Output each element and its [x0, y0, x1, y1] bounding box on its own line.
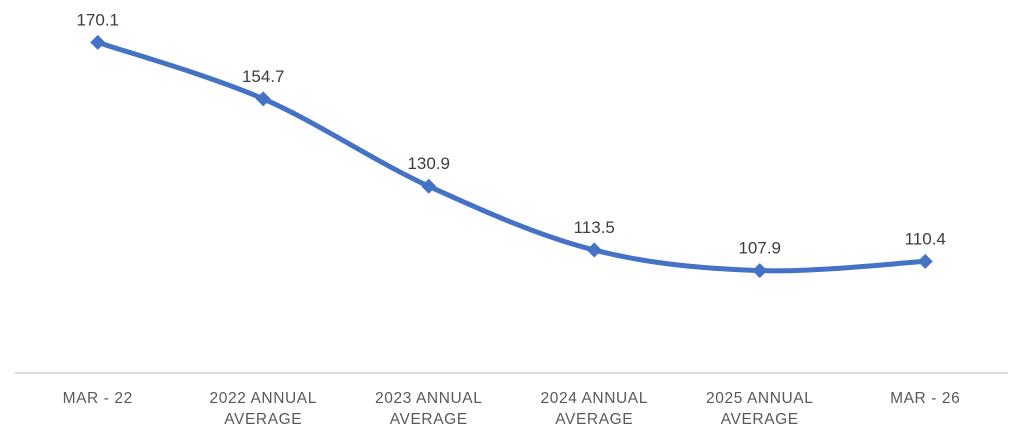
category-axis-label: 2025 ANNUAL AVERAGE	[706, 390, 813, 428]
data-point-marker	[421, 178, 437, 194]
category-axis-label: 2023 ANNUAL AVERAGE	[375, 390, 482, 428]
data-label: 154.7	[242, 67, 285, 86]
category-axis-label: 2022 ANNUAL AVERAGE	[210, 390, 317, 428]
data-label: 107.9	[738, 239, 781, 258]
category-axis-label: MAR - 26	[890, 390, 960, 407]
data-label: 110.4	[905, 229, 946, 248]
data-label: 130.9	[407, 154, 450, 173]
data-point-marker	[586, 242, 602, 258]
data-label: 170.1	[76, 10, 119, 29]
data-point-marker	[255, 91, 271, 107]
data-label: 113.5	[574, 218, 615, 237]
data-point-marker	[752, 263, 768, 279]
category-axis-label: 2024 ANNUAL AVERAGE	[541, 390, 648, 428]
series-line	[95, 39, 928, 274]
data-point-marker	[90, 34, 106, 50]
data-point-marker	[917, 253, 933, 269]
category-axis-label: MAR - 22	[63, 390, 133, 407]
